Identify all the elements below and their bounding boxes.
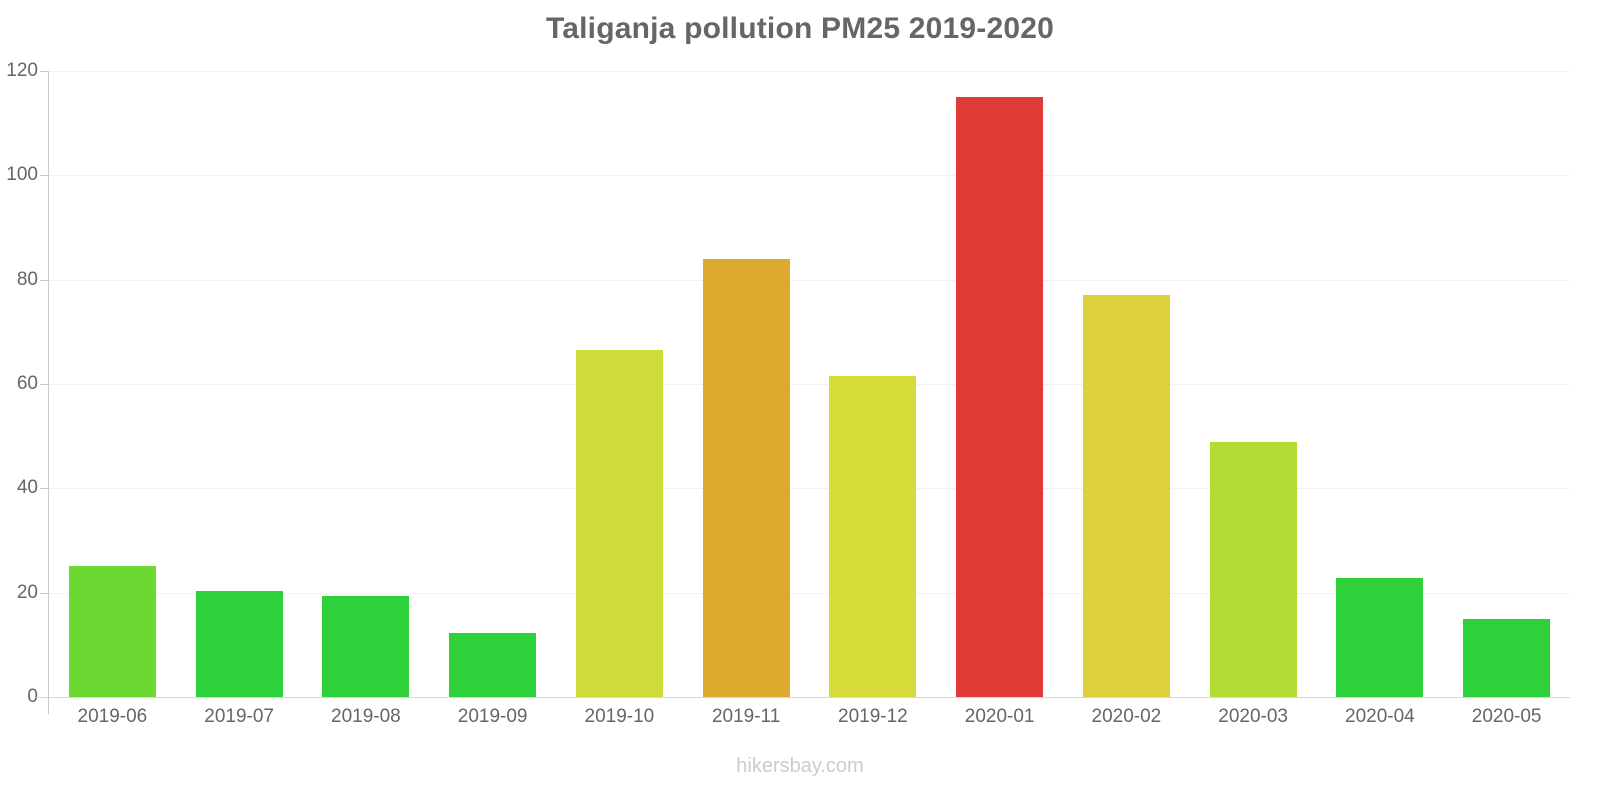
bar-slot xyxy=(1063,71,1190,697)
source-credit: hikersbay.com xyxy=(736,755,864,777)
gridline xyxy=(48,279,1570,281)
x-axis-tick-label: 2020-02 xyxy=(1091,706,1162,727)
bar[interactable] xyxy=(575,350,663,697)
x-axis-tick-label: 2020-03 xyxy=(1218,706,1288,727)
bar-slot xyxy=(556,71,683,697)
bar[interactable] xyxy=(322,595,410,697)
y-axis-tick-mark xyxy=(40,175,48,177)
y-axis: 0 20 40 60 80 100 120 xyxy=(0,60,1600,707)
chart-title: Taliganja pollution PM25 2019-2020 xyxy=(545,12,1055,45)
y-axis-tick-label: 120 xyxy=(6,60,38,81)
bar-slot xyxy=(936,71,1063,697)
x-axis-labels: 2019-06 2019-07 2019-08 2019-09 2019-10 2019-… xyxy=(49,706,1570,728)
x-axis-line xyxy=(36,697,1570,698)
bar[interactable] xyxy=(1082,295,1170,697)
bar[interactable] xyxy=(829,375,917,697)
bar[interactable] xyxy=(195,591,283,697)
x-axis-tick-label: 2019-11 xyxy=(711,706,781,727)
bar-slot xyxy=(176,71,303,697)
y-axis-line xyxy=(48,71,49,714)
gridline xyxy=(48,488,1570,490)
y-axis-tick-mark xyxy=(40,592,48,594)
x-axis-tick-label: 2019-09 xyxy=(457,706,528,727)
bar[interactable] xyxy=(702,258,790,697)
y-axis-tick-label: 20 xyxy=(16,581,38,603)
bar[interactable] xyxy=(449,632,537,697)
bar-slot xyxy=(1443,71,1570,697)
x-axis-tick-label: 2019-08 xyxy=(331,706,401,727)
bar[interactable] xyxy=(956,97,1044,697)
bar-slot xyxy=(49,71,176,697)
x-axis-tick-label: 2020-01 xyxy=(964,706,1035,727)
x-axis-tick-label: 2019-10 xyxy=(584,706,655,727)
gridline xyxy=(48,384,1570,385)
x-axis-tick-label: 2020-04 xyxy=(1345,706,1415,727)
x-axis-tick-label: 2020-05 xyxy=(1471,706,1542,727)
bar[interactable] xyxy=(68,565,156,697)
x-axis-tick-label: 2019-06 xyxy=(77,706,148,727)
y-axis-tick-label: 60 xyxy=(16,373,38,394)
bar-series xyxy=(49,71,1570,697)
bar-slot xyxy=(683,71,810,697)
y-axis-tick-mark xyxy=(40,71,48,72)
x-axis-tick-label: 2019-07 xyxy=(204,706,274,727)
y-axis-tick-mark xyxy=(40,488,48,490)
bar[interactable] xyxy=(1336,578,1424,697)
x-axis-tick-label: 2019-12 xyxy=(838,706,908,727)
y-axis-tick-label: 80 xyxy=(16,268,38,290)
y-axis-tick-label: 0 xyxy=(27,686,38,707)
y-axis-tick-label: 100 xyxy=(6,164,38,186)
bar[interactable] xyxy=(1209,442,1297,697)
bar-slot xyxy=(429,71,556,697)
gridline xyxy=(48,175,1570,177)
gridline xyxy=(48,592,1570,594)
x-axis-origin-tick xyxy=(48,697,49,714)
y-axis-tick-mark xyxy=(40,279,48,281)
bar-slot xyxy=(303,71,430,697)
y-axis-tick-mark xyxy=(40,384,48,385)
bar[interactable] xyxy=(1463,619,1551,697)
y-axis-tick-label: 40 xyxy=(16,477,38,499)
gridline xyxy=(48,71,1570,72)
bar-slot xyxy=(1190,71,1317,697)
bar-slot xyxy=(810,71,937,697)
bar-slot xyxy=(1317,71,1444,697)
